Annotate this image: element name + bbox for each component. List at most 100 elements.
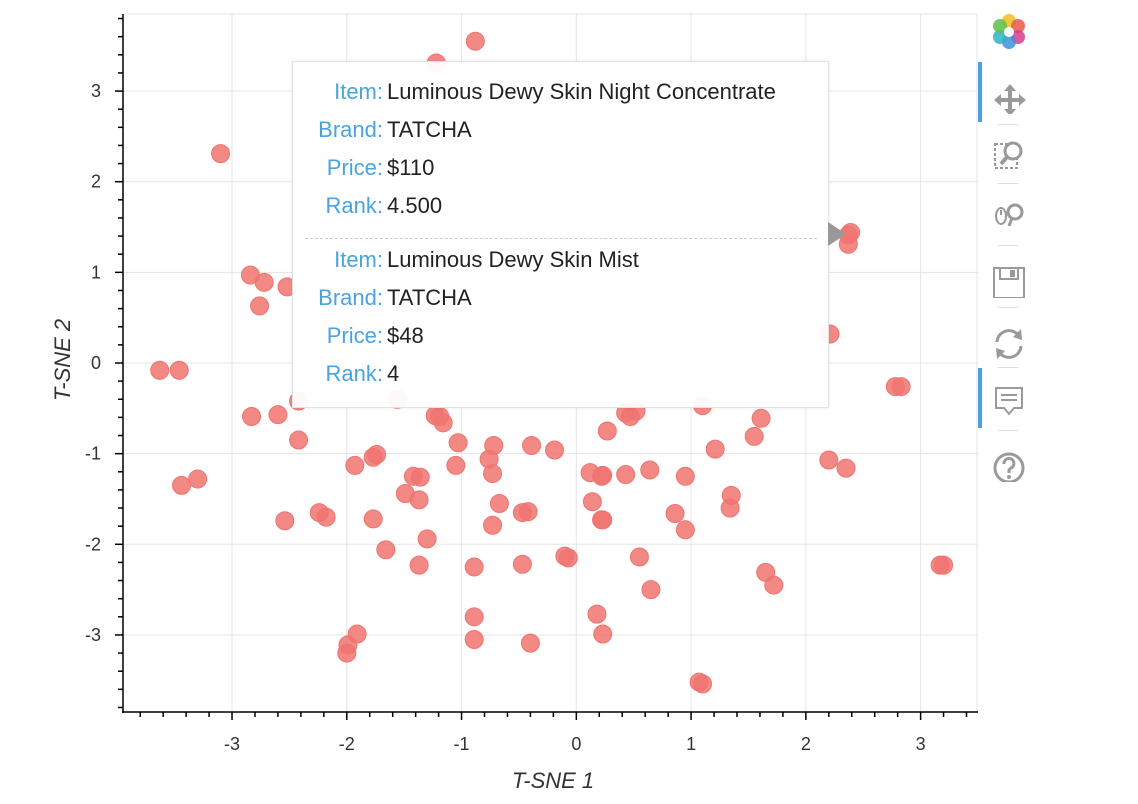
- pan-tool-button[interactable]: [978, 62, 1038, 122]
- tooltip-divider: [305, 238, 817, 239]
- tooltip-value: $110: [387, 155, 435, 180]
- tooltip-value: 4.500: [387, 193, 443, 218]
- data-point[interactable]: [582, 492, 602, 512]
- data-point[interactable]: [522, 435, 542, 455]
- data-point[interactable]: [376, 540, 396, 560]
- reset-tool-button[interactable]: [978, 312, 1038, 364]
- data-point[interactable]: [675, 520, 695, 540]
- data-point[interactable]: [558, 548, 578, 568]
- help-tool-button[interactable]: [978, 434, 1038, 486]
- data-point[interactable]: [597, 421, 617, 441]
- data-point[interactable]: [345, 455, 365, 475]
- data-point[interactable]: [254, 272, 274, 292]
- tooltip-value: $48: [387, 323, 424, 348]
- data-point[interactable]: [489, 494, 509, 514]
- data-point[interactable]: [367, 445, 387, 465]
- data-point[interactable]: [629, 547, 649, 567]
- tooltip-value: TATCHA: [387, 285, 472, 310]
- save-tool-icon: [993, 267, 1025, 298]
- data-point[interactable]: [188, 469, 208, 489]
- data-point[interactable]: [518, 502, 538, 522]
- tooltip-value: TATCHA: [387, 117, 472, 142]
- data-point[interactable]: [836, 458, 856, 478]
- data-point[interactable]: [150, 360, 170, 380]
- data-point[interactable]: [464, 607, 484, 627]
- hover-tool-icon: [995, 387, 1023, 416]
- hover-tool-button[interactable]: [978, 368, 1038, 428]
- data-point[interactable]: [448, 433, 468, 453]
- data-point[interactable]: [483, 464, 503, 484]
- data-point[interactable]: [316, 507, 336, 527]
- data-point[interactable]: [464, 629, 484, 649]
- data-point[interactable]: [640, 460, 660, 480]
- tooltip-pointer: [828, 222, 846, 246]
- data-point[interactable]: [891, 377, 911, 397]
- data-point[interactable]: [337, 643, 357, 663]
- x-axis-title: T-SNE 1: [512, 768, 594, 793]
- data-point[interactable]: [592, 466, 612, 486]
- data-point[interactable]: [593, 510, 613, 530]
- y-tick-label: -3: [85, 625, 101, 645]
- data-point[interactable]: [417, 529, 437, 549]
- active-indicator: [978, 368, 982, 428]
- data-point[interactable]: [751, 408, 771, 428]
- x-tick-label: -3: [224, 734, 240, 754]
- data-point[interactable]: [409, 490, 429, 510]
- data-point[interactable]: [744, 426, 764, 446]
- hover-tooltip: Item: Luminous Dewy Skin Night Concentra…: [292, 61, 829, 408]
- wheel-zoom-tool-button[interactable]: [978, 188, 1038, 240]
- data-point[interactable]: [483, 515, 503, 535]
- data-point[interactable]: [693, 674, 713, 694]
- tooltip-label: Item:: [334, 247, 383, 272]
- y-tick-label: 3: [91, 81, 101, 101]
- y-tick-label: 1: [91, 262, 101, 282]
- data-point[interactable]: [250, 296, 270, 316]
- data-point[interactable]: [520, 633, 540, 653]
- data-point[interactable]: [169, 360, 189, 380]
- data-point[interactable]: [616, 464, 636, 484]
- data-point[interactable]: [675, 466, 695, 486]
- tooltip-label: Price:: [326, 155, 383, 180]
- data-point[interactable]: [268, 405, 288, 425]
- data-point[interactable]: [512, 554, 532, 574]
- data-point[interactable]: [819, 450, 839, 470]
- y-tick-label: -2: [85, 534, 101, 554]
- tooltip-label: Price:: [326, 323, 383, 348]
- data-point[interactable]: [641, 580, 661, 600]
- active-indicator: [978, 62, 982, 122]
- tooltip-label: Rank:: [325, 193, 383, 218]
- tooltip-label: Item:: [334, 79, 383, 104]
- reset-tool-icon: [995, 329, 1023, 359]
- data-point[interactable]: [465, 31, 485, 51]
- data-point[interactable]: [720, 498, 740, 518]
- data-point[interactable]: [446, 455, 466, 475]
- data-point[interactable]: [275, 511, 295, 531]
- save-tool-button[interactable]: [978, 250, 1038, 302]
- help-tool-icon: [993, 452, 1025, 482]
- points[interactable]: [150, 31, 954, 694]
- data-point[interactable]: [242, 406, 262, 426]
- tooltip-value: 4: [387, 361, 400, 386]
- data-point[interactable]: [433, 413, 453, 433]
- data-point[interactable]: [665, 503, 685, 523]
- data-point[interactable]: [172, 475, 192, 495]
- data-point[interactable]: [764, 575, 784, 595]
- data-point[interactable]: [289, 430, 309, 450]
- box-zoom-tool-button[interactable]: [978, 128, 1038, 180]
- box-zoom-tool-icon: [994, 141, 1023, 169]
- data-point[interactable]: [587, 604, 607, 624]
- x-tick-label: 2: [801, 734, 811, 754]
- data-point[interactable]: [409, 555, 429, 575]
- data-point[interactable]: [211, 144, 231, 164]
- data-point[interactable]: [464, 557, 484, 577]
- tooltip-value: Luminous Dewy Skin Mist: [387, 247, 639, 272]
- data-point[interactable]: [363, 509, 383, 529]
- plot-toolbar: [978, 0, 1038, 804]
- bokeh-logo[interactable]: [978, 6, 1038, 58]
- data-point[interactable]: [410, 467, 430, 487]
- data-point[interactable]: [593, 624, 613, 644]
- data-point[interactable]: [545, 440, 565, 460]
- y-axis-title: T-SNE 2: [50, 319, 75, 401]
- data-point[interactable]: [934, 555, 954, 575]
- data-point[interactable]: [705, 439, 725, 459]
